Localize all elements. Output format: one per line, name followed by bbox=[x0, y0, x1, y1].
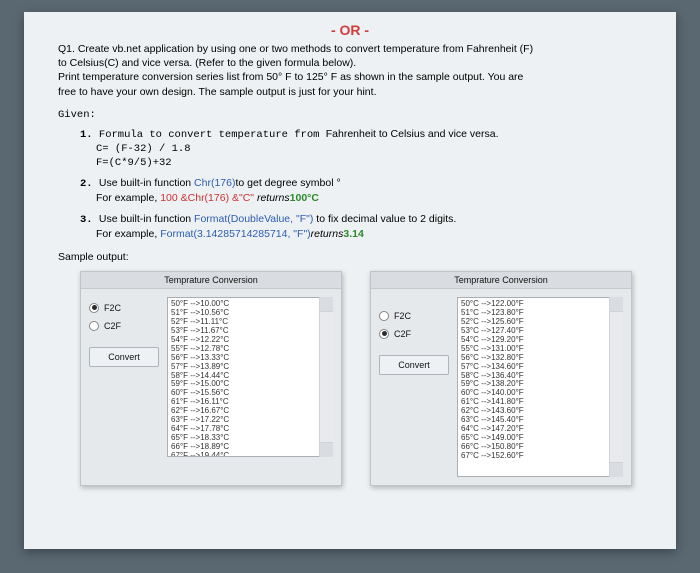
radio-f2c-unselected[interactable]: F2C bbox=[379, 311, 449, 321]
app-body-c2f: F2C C2F Convert 50°C -->122.00°F51°C -->… bbox=[371, 289, 631, 485]
list-item[interactable]: 67°F -->19.44°C bbox=[171, 452, 329, 457]
item-2-result: 100°C bbox=[290, 192, 319, 204]
scrollbar-c2f[interactable] bbox=[609, 297, 623, 477]
item-2: 2. Use built-in function Chr(176)to get … bbox=[80, 176, 642, 205]
radio-icon bbox=[89, 321, 99, 331]
item-1-tail: Fahrenheit to Celsius and vice versa. bbox=[326, 128, 499, 140]
radio-f2c-selected[interactable]: F2C bbox=[89, 303, 159, 313]
radio-icon bbox=[379, 311, 389, 321]
q1-line4: free to have your own design. The sample… bbox=[58, 85, 642, 99]
question-text: Q1. Create vb.net application by using o… bbox=[58, 42, 642, 99]
item-1: 1. Formula to convert temperature from F… bbox=[80, 127, 642, 171]
listbox-f2c[interactable]: 50°F -->10.00°C51°F -->10.56°C52°F -->11… bbox=[167, 297, 333, 457]
formula-f: F=(C*9/5)+32 bbox=[96, 156, 642, 170]
q1-line2: to Celsius(C) and vice versa. (Refer to … bbox=[58, 56, 642, 70]
radio-f2c-label: F2C bbox=[104, 303, 121, 313]
titlebar-f2c: Temprature Conversion bbox=[81, 272, 341, 289]
radio-c2f-label: C2F bbox=[394, 329, 411, 339]
item-3-func: Format(DoubleValue, "F") bbox=[194, 213, 313, 225]
radio-c2f-selected[interactable]: C2F bbox=[379, 329, 449, 339]
item-2-tail: to get degree symbol ° bbox=[235, 177, 340, 189]
q1-line3: Print temperature conversion series list… bbox=[58, 70, 642, 84]
item-3-example-code: Format(3.14285714285714, "F") bbox=[160, 228, 310, 240]
item-2-example-lead: For example, bbox=[96, 192, 160, 204]
item-3-tail: to fix decimal value to 2 digits. bbox=[313, 213, 456, 225]
convert-button[interactable]: Convert bbox=[379, 355, 449, 375]
app-window-c2f: Temprature Conversion F2C C2F Convert 50… bbox=[370, 271, 632, 486]
item-2-num: 2. bbox=[80, 178, 99, 190]
sample-output-label: Sample output: bbox=[58, 251, 642, 263]
controls-c2f: F2C C2F Convert bbox=[379, 297, 449, 477]
item-3-num: 3. bbox=[80, 214, 99, 226]
list-item[interactable]: 67°C -->152.60°F bbox=[461, 452, 619, 461]
radio-c2f-label: C2F bbox=[104, 321, 121, 331]
app-window-f2c: Temprature Conversion F2C C2F Convert 50… bbox=[80, 271, 342, 486]
convert-button[interactable]: Convert bbox=[89, 347, 159, 367]
item-2-example-code: 100 &Chr(176) &"C" bbox=[160, 192, 254, 204]
radio-f2c-label: F2C bbox=[394, 311, 411, 321]
scrollbar-f2c[interactable] bbox=[319, 297, 333, 457]
item-3-example-lead: For example, bbox=[96, 228, 160, 240]
item-3: 3. Use built-in function Format(DoubleVa… bbox=[80, 212, 642, 241]
q1-line1: Q1. Create vb.net application by using o… bbox=[58, 42, 642, 56]
item-2-lead: Use built-in function bbox=[99, 177, 194, 189]
titlebar-c2f: Temprature Conversion bbox=[371, 272, 631, 289]
item-2-returns: returns bbox=[254, 192, 290, 204]
listbox-c2f[interactable]: 50°C -->122.00°F51°C -->123.80°F52°C -->… bbox=[457, 297, 623, 477]
radio-icon bbox=[89, 303, 99, 313]
item-2-func: Chr(176) bbox=[194, 177, 235, 189]
listbox-wrap-f2c: 50°F -->10.00°C51°F -->10.56°C52°F -->11… bbox=[167, 297, 333, 457]
app-body-f2c: F2C C2F Convert 50°F -->10.00°C51°F -->1… bbox=[81, 289, 341, 465]
formula-c: C= (F-32) / 1.8 bbox=[96, 142, 642, 156]
radio-icon bbox=[379, 329, 389, 339]
controls-f2c: F2C C2F Convert bbox=[89, 297, 159, 457]
radio-c2f-unselected[interactable]: C2F bbox=[89, 321, 159, 331]
item-1-num: 1. bbox=[80, 129, 99, 141]
given-label: Given: bbox=[58, 109, 642, 121]
item-3-lead: Use built-in function bbox=[99, 213, 194, 225]
item-1-head: Formula to convert temperature from bbox=[99, 129, 326, 141]
sample-apps-row: Temprature Conversion F2C C2F Convert 50… bbox=[80, 271, 642, 486]
or-divider: - OR - bbox=[58, 22, 642, 38]
listbox-wrap-c2f: 50°C -->122.00°F51°C -->123.80°F52°C -->… bbox=[457, 297, 623, 477]
page-paper: - OR - Q1. Create vb.net application by … bbox=[24, 12, 676, 549]
item-3-returns: returns bbox=[311, 228, 344, 240]
given-list: 1. Formula to convert temperature from F… bbox=[80, 127, 642, 241]
item-3-result: 3.14 bbox=[343, 228, 363, 240]
